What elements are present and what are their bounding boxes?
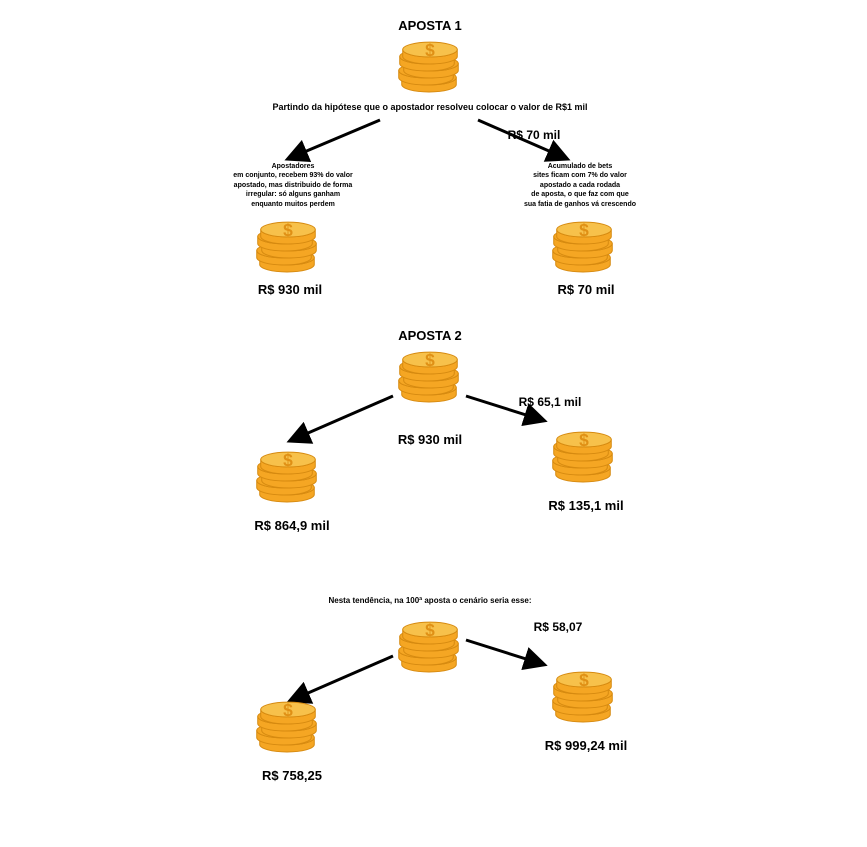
svg-text:$: $ (579, 670, 589, 690)
svg-text:$: $ (283, 700, 293, 720)
aposta100-right-arrow-amount: R$ 58,07 (498, 620, 618, 634)
aposta100-right-amount: R$ 999,24 mil (506, 738, 666, 754)
infographic-canvas: APOSTA 1 $ Partindo da hipótese que o ap… (0, 0, 867, 847)
coin-stack-icon: $ (552, 666, 614, 724)
coin-stack-icon: $ (256, 696, 318, 754)
aposta100-arrows (0, 0, 867, 847)
aposta100-left-amount: R$ 758,25 (212, 768, 372, 784)
